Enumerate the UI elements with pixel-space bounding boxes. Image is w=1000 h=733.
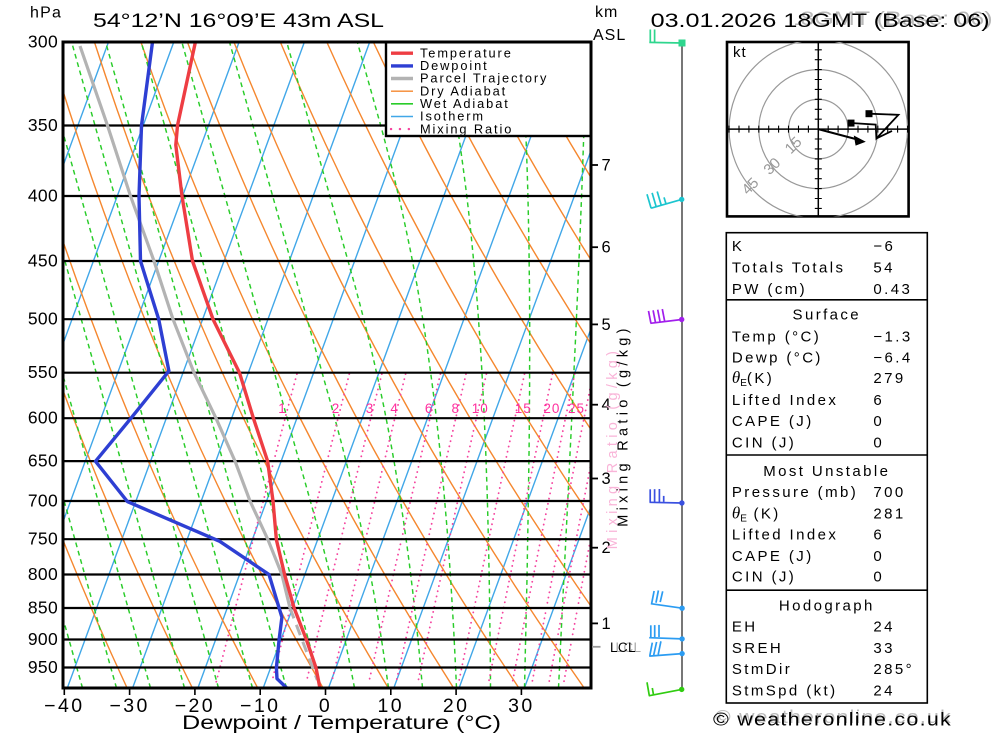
svg-text:2: 2: [332, 401, 341, 416]
svg-text:950: 950: [28, 657, 58, 677]
svg-text:600: 600: [28, 408, 58, 428]
svg-text:−6.4: −6.4: [873, 350, 912, 367]
svg-text:© weatheronline.co.uk: © weatheronline.co.uk: [715, 706, 952, 727]
svg-text:285°: 285°: [873, 661, 914, 678]
svg-text:Hodograph: Hodograph: [779, 598, 875, 615]
svg-text:Mixing Ratio (g/kg): Mixing Ratio (g/kg): [605, 347, 621, 550]
svg-text:350: 350: [28, 115, 58, 135]
svg-text:CIN (J): CIN (J): [732, 434, 796, 451]
svg-text:6: 6: [425, 401, 434, 416]
svg-text:900: 900: [28, 629, 58, 649]
svg-text:0: 0: [873, 413, 884, 430]
svg-text:6: 6: [602, 239, 611, 257]
svg-text:54°12’N 16°09’E 43m ASL: 54°12’N 16°09’E 43m ASL: [93, 10, 384, 32]
svg-text:CAPE (J): CAPE (J): [732, 413, 814, 430]
svg-text:700: 700: [28, 491, 58, 511]
svg-text:K: K: [732, 238, 744, 255]
svg-text:30: 30: [508, 695, 535, 717]
svg-text:6: 6: [873, 392, 884, 409]
svg-text:hPa: hPa: [30, 5, 62, 22]
svg-text:LCL: LCL: [616, 640, 642, 655]
svg-text:4: 4: [390, 401, 399, 416]
svg-text:8: 8: [451, 401, 460, 416]
svg-text:−30: −30: [109, 695, 149, 717]
svg-text:4: 4: [602, 396, 611, 414]
svg-text:Mixing Ratio: Mixing Ratio: [420, 121, 513, 136]
svg-text:CAPE (J): CAPE (J): [732, 548, 814, 565]
svg-text:24: 24: [873, 619, 895, 636]
svg-text:Pressure (mb): Pressure (mb): [732, 484, 858, 501]
svg-text:km: km: [595, 4, 618, 21]
svg-text:StmDir: StmDir: [732, 661, 792, 678]
svg-text:EH: EH: [732, 619, 758, 636]
svg-text:700: 700: [873, 484, 905, 501]
svg-text:Dry Adiabat: Dry Adiabat: [420, 83, 507, 98]
svg-text:300: 300: [28, 32, 58, 52]
svg-text:2: 2: [602, 539, 611, 557]
svg-text:0: 0: [873, 569, 884, 586]
svg-text:Temperature: Temperature: [420, 45, 513, 60]
svg-text:750: 750: [28, 529, 58, 549]
svg-text:20: 20: [443, 695, 470, 717]
svg-text:850: 850: [28, 598, 58, 618]
svg-text:33: 33: [873, 640, 895, 657]
svg-text:Surface: Surface: [793, 307, 862, 324]
svg-text:Lifted Index: Lifted Index: [732, 392, 838, 409]
svg-text:0: 0: [319, 695, 332, 717]
svg-text:650: 650: [28, 451, 58, 471]
svg-text:279: 279: [873, 370, 905, 387]
svg-text:500: 500: [28, 309, 58, 329]
svg-text:400: 400: [28, 186, 58, 206]
svg-text:Totals Totals: Totals Totals: [732, 260, 845, 277]
svg-text:0.43: 0.43: [873, 281, 912, 298]
svg-text:Dewpoint: Dewpoint: [420, 58, 489, 73]
svg-text:6: 6: [873, 527, 884, 544]
svg-text:CIN (J): CIN (J): [732, 569, 796, 586]
svg-text:15: 15: [515, 401, 532, 416]
svg-text:−1.3: −1.3: [873, 328, 912, 345]
svg-text:54: 54: [873, 260, 895, 277]
svg-text:θE (K): θE (K): [732, 503, 781, 524]
svg-text:Temp (°C): Temp (°C): [732, 328, 821, 345]
svg-text:0: 0: [873, 434, 884, 451]
svg-text:450: 450: [28, 251, 58, 271]
svg-text:Lifted Index: Lifted Index: [732, 527, 838, 544]
svg-text:Isotherm: Isotherm: [420, 109, 485, 124]
svg-text:281: 281: [873, 505, 905, 522]
svg-text:Dewpoint / Temperature (°C): Dewpoint / Temperature (°C): [182, 712, 501, 733]
svg-text:800: 800: [28, 564, 58, 584]
svg-text:7: 7: [602, 157, 611, 175]
svg-text:ASL: ASL: [593, 27, 626, 44]
svg-text:LCL: LCL: [610, 640, 636, 655]
svg-text:03.01.2026 18GMT (Base: 06): 03.01.2026 18GMT (Base: 06): [651, 10, 990, 32]
svg-text:−6: −6: [873, 238, 895, 255]
svg-text:25: 25: [568, 401, 585, 416]
svg-text:Parcel Trajectory: Parcel Trajectory: [420, 71, 548, 86]
svg-text:−20: −20: [175, 695, 215, 717]
svg-text:0: 0: [873, 548, 884, 565]
svg-text:5: 5: [602, 316, 611, 334]
svg-text:550: 550: [28, 362, 58, 382]
svg-text:PW (cm): PW (cm): [732, 281, 807, 298]
svg-text:24: 24: [873, 682, 895, 699]
svg-text:Mixing Ratio (g/kg): Mixing Ratio (g/kg): [616, 324, 632, 527]
svg-text:3: 3: [602, 470, 611, 488]
svg-text:θE(K): θE(K): [732, 368, 774, 389]
svg-text:1: 1: [602, 615, 611, 633]
svg-text:© weatheronline.co.uk: © weatheronline.co.uk: [713, 709, 952, 730]
svg-text:1: 1: [278, 401, 287, 416]
svg-text:03.01.2026 18GMT (Base: 06): 03.01.2026 18GMT (Base: 06): [654, 8, 993, 30]
svg-text:10: 10: [378, 695, 405, 717]
svg-text:StmSpd (kt): StmSpd (kt): [732, 682, 838, 699]
svg-text:3: 3: [366, 401, 375, 416]
svg-text:kt: kt: [733, 44, 747, 61]
svg-text:−10: −10: [240, 695, 280, 717]
svg-text:−40: −40: [44, 695, 84, 717]
svg-text:20: 20: [543, 401, 560, 416]
svg-text:SREH: SREH: [732, 640, 783, 657]
svg-text:10: 10: [472, 401, 489, 416]
svg-text:Most Unstable: Most Unstable: [763, 463, 890, 480]
svg-text:Wet Adiabat: Wet Adiabat: [420, 96, 510, 111]
svg-text:Dewp (°C): Dewp (°C): [732, 350, 823, 367]
